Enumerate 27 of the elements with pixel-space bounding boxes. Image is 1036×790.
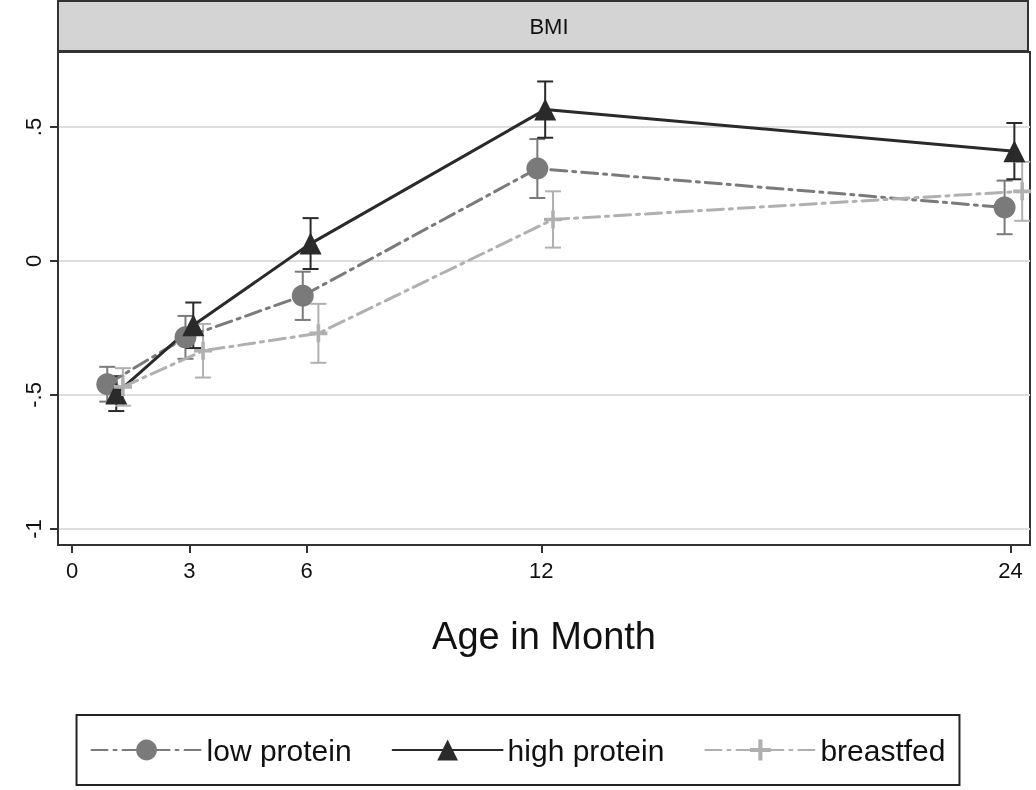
point bbox=[194, 341, 213, 360]
legend-label: low protein bbox=[206, 733, 352, 767]
legend-label: breastfed bbox=[820, 733, 946, 767]
point bbox=[1003, 140, 1026, 163]
x-tick-label: 6 bbox=[300, 557, 313, 583]
y-tick-label: -1 bbox=[20, 519, 46, 539]
x-tick-label: 0 bbox=[65, 557, 79, 583]
point bbox=[96, 373, 119, 396]
y-tick-label: -.5 bbox=[20, 382, 46, 408]
legend-label: high protein bbox=[507, 733, 665, 767]
point bbox=[113, 377, 132, 396]
x-tick-label: 24 bbox=[998, 557, 1023, 583]
point bbox=[543, 210, 562, 229]
chart-title: BMI bbox=[529, 13, 569, 39]
x-axis-title: Age in Month bbox=[432, 615, 656, 657]
point bbox=[1013, 182, 1032, 201]
point bbox=[182, 314, 205, 337]
point bbox=[291, 284, 314, 307]
point bbox=[526, 157, 549, 180]
point bbox=[299, 232, 322, 255]
y-tick-label: 0 bbox=[20, 254, 46, 268]
x-tick-label: 3 bbox=[183, 557, 196, 583]
point bbox=[105, 382, 128, 405]
point bbox=[534, 98, 557, 121]
x-tick-label: 12 bbox=[529, 557, 554, 583]
point bbox=[993, 196, 1016, 219]
y-tick-label: .5 bbox=[20, 117, 46, 137]
